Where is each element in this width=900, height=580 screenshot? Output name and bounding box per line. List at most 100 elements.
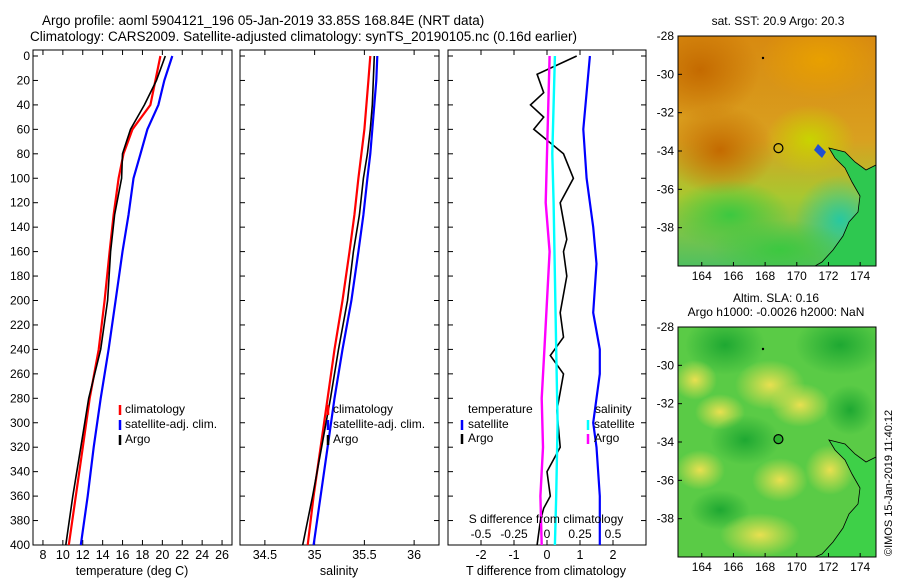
- argo-position-marker-sla: [773, 434, 784, 445]
- sla-map-panel: Altim. SLA: 0.16 Argo h1000: -0.0026 h20…: [657, 291, 877, 574]
- x-tick-label: 14: [96, 548, 110, 562]
- x-tick-label: 10: [56, 548, 70, 562]
- sla-map-subtitle: Argo h1000: -0.0026 h2000: NaN: [688, 305, 865, 319]
- y-tick-label: 220: [10, 318, 30, 332]
- s-tick-label: 0.5: [605, 527, 622, 541]
- map-x-tick-label: 172: [818, 560, 838, 574]
- difference-legend: temperature salinitysatelliteArgosatellit…: [460, 402, 635, 445]
- y-tick-label: 200: [10, 294, 30, 308]
- x-tick-label: 2: [610, 548, 617, 562]
- map-y-tick-label: -28: [657, 29, 675, 43]
- legend-heading-salinity: salinity: [595, 402, 632, 416]
- series-line-satellite-adj-clim-: [79, 55, 174, 546]
- imos-timestamp: ©IMOS 15-Jan-2019 11:40:12: [883, 410, 895, 556]
- legend-label: Argo: [468, 431, 494, 445]
- series-line-t-satellite: [582, 55, 601, 545]
- depth-axis: 0 20 40 60 80 100 120 140 160 180 200 220 240 260 280 3…: [10, 49, 38, 552]
- legend-label: satellite: [594, 417, 635, 431]
- legend-label: Argo: [594, 431, 620, 445]
- map-x-tick-label: 168: [755, 560, 775, 574]
- map-y-tick-label: -38: [657, 221, 675, 235]
- map-x-tick-label: 170: [787, 269, 807, 283]
- coastline: [814, 147, 876, 266]
- s-tick-label: -0.5: [471, 527, 492, 541]
- series-line-s-satellite: [551, 55, 559, 546]
- legend-label: Argo: [333, 432, 359, 446]
- legend-heading-temperature: temperature: [468, 402, 533, 416]
- x-tick-label: 18: [135, 548, 149, 562]
- map-x-tick-label: 168: [755, 269, 775, 283]
- y-tick-label: 340: [10, 465, 30, 479]
- sst-map-axes: 164 166 168 170 172 174 -28 -30 -32 -34 -36 -38: [657, 29, 871, 283]
- sst-field: [678, 36, 876, 266]
- y-tick-label: 140: [10, 220, 30, 234]
- x-tick-label: 12: [76, 548, 90, 562]
- s-tick-label: 0.25: [568, 527, 592, 541]
- x-tick-label: 36: [407, 548, 421, 562]
- map-y-tick-label: -36: [657, 182, 675, 196]
- y-tick-label: 100: [10, 171, 30, 185]
- temperature-x-label: temperature (deg C): [76, 564, 189, 578]
- map-y-tick-label: -32: [657, 397, 675, 411]
- legend-label: satellite: [468, 417, 509, 431]
- y-tick-label: 320: [10, 440, 30, 454]
- salinity-x-axis: 34.5 35 35.5 36: [240, 50, 439, 562]
- x-tick-label: 22: [175, 548, 189, 562]
- x-tick-label: 26: [215, 548, 229, 562]
- map-x-tick-label: 174: [850, 560, 870, 574]
- y-tick-label: 360: [10, 489, 30, 503]
- temperature-panel: 0 20 40 60 80 100 120 140 160 180 200 220 240 260 280 3…: [10, 49, 233, 578]
- difference-x-axis: -2 -1 0 1 2: [448, 50, 646, 562]
- x-tick-label: 20: [155, 548, 169, 562]
- map-y-tick-label: -36: [657, 473, 675, 487]
- figure-title-line2: Climatology: CARS2009. Satellite-adjuste…: [30, 29, 577, 44]
- difference-series: [529, 55, 601, 546]
- map-x-tick-label: 164: [692, 269, 712, 283]
- map-x-tick-label: 174: [850, 269, 870, 283]
- y-tick-label: 80: [17, 147, 31, 161]
- series-line-s-argo: [539, 55, 551, 546]
- temperature-x-axis: 8 10 12 14 16 18 20 22 24 26: [39, 50, 229, 562]
- x-tick-label: 35.5: [352, 548, 376, 562]
- y-tick-label: 60: [17, 122, 31, 136]
- y-tick-label: 20: [17, 73, 31, 87]
- y-tick-label: 280: [10, 391, 30, 405]
- temperature-axes-frame: [32, 49, 233, 546]
- y-tick-label: 40: [17, 98, 31, 112]
- map-y-tick-label: -28: [657, 320, 675, 334]
- legend-label: climatology: [125, 402, 185, 416]
- x-tick-label: -2: [475, 548, 486, 562]
- x-tick-label: 1: [577, 548, 584, 562]
- sst-map-title: sat. SST: 20.9 Argo: 20.3: [712, 14, 845, 28]
- s-tick-label: 0: [544, 527, 551, 541]
- x-tick-label: 24: [195, 548, 209, 562]
- legend-label: satellite-adj. clim.: [333, 417, 425, 431]
- x-tick-label: 35: [308, 548, 322, 562]
- series-line-climatology: [67, 55, 162, 546]
- map-x-tick-label: 172: [818, 269, 838, 283]
- x-tick-label: 16: [116, 548, 130, 562]
- map-y-tick-label: -34: [657, 435, 675, 449]
- x-tick-label: -1: [508, 548, 519, 562]
- sla-map-axes: 164 166 168 170 172 174 -28 -30 -32 -34 -36 -38: [657, 320, 871, 574]
- temperature-series: [65, 55, 174, 546]
- map-y-tick-label: -32: [657, 106, 675, 120]
- map-y-tick-label: -30: [657, 358, 675, 372]
- y-tick-label: 0: [23, 49, 30, 63]
- map-x-tick-label: 166: [723, 560, 743, 574]
- y-tick-label: 400: [10, 538, 30, 552]
- sst-map-panel: sat. SST: 20.9 Argo: 20.3 164 166 168 170 17…: [657, 14, 877, 283]
- salinity-axes-frame: [239, 49, 440, 546]
- s-tick-label: -0.25: [500, 527, 528, 541]
- series-line-t-argo: [529, 55, 578, 546]
- y-tick-label: 180: [10, 269, 30, 283]
- legend-label: Argo: [125, 432, 151, 446]
- y-tick-label: 260: [10, 367, 30, 381]
- legend-label: satellite-adj. clim.: [125, 417, 217, 431]
- map-y-tick-label: -34: [657, 144, 675, 158]
- map-y-tick-label: -30: [657, 67, 675, 81]
- series-line-climatology: [306, 55, 372, 546]
